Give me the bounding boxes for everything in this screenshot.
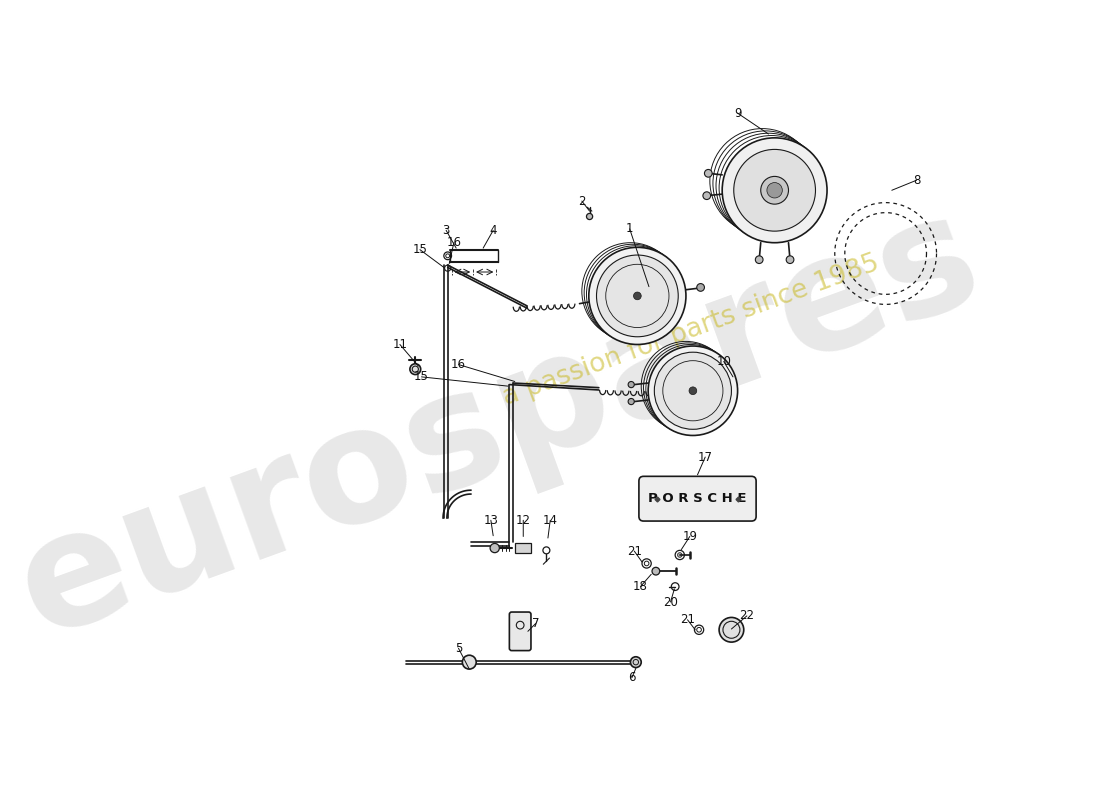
Text: 10: 10 — [716, 355, 732, 368]
Circle shape — [648, 346, 738, 435]
Circle shape — [596, 255, 679, 337]
Text: 21: 21 — [680, 614, 695, 626]
Text: 12: 12 — [516, 514, 531, 526]
Text: 16: 16 — [447, 236, 461, 250]
Text: 14: 14 — [542, 514, 558, 526]
Circle shape — [628, 382, 635, 388]
Circle shape — [491, 543, 499, 553]
Text: 15: 15 — [412, 243, 428, 256]
Circle shape — [767, 182, 782, 198]
Text: 17: 17 — [697, 450, 713, 463]
Circle shape — [734, 150, 815, 231]
Text: 11: 11 — [393, 338, 407, 351]
Text: 21: 21 — [627, 545, 641, 558]
Circle shape — [652, 567, 660, 575]
Circle shape — [696, 283, 704, 291]
Text: 9: 9 — [734, 106, 741, 120]
Circle shape — [586, 214, 593, 219]
Text: 2: 2 — [579, 194, 585, 207]
Text: 13: 13 — [483, 514, 498, 526]
Circle shape — [703, 192, 711, 199]
Text: P O R S C H E: P O R S C H E — [648, 492, 747, 505]
FancyBboxPatch shape — [639, 476, 756, 521]
Text: 6: 6 — [628, 671, 636, 684]
Text: 8: 8 — [913, 174, 921, 186]
Text: 15: 15 — [414, 370, 429, 383]
Text: 1: 1 — [626, 222, 634, 235]
Circle shape — [719, 618, 744, 642]
Circle shape — [756, 256, 763, 263]
FancyBboxPatch shape — [515, 543, 531, 553]
Circle shape — [786, 256, 794, 263]
Circle shape — [654, 352, 732, 430]
Circle shape — [723, 138, 827, 242]
Circle shape — [462, 655, 476, 669]
Circle shape — [634, 292, 641, 300]
Circle shape — [628, 398, 635, 405]
Text: 16: 16 — [451, 358, 466, 371]
Text: 19: 19 — [682, 530, 697, 543]
Circle shape — [588, 247, 686, 345]
Circle shape — [761, 176, 789, 204]
Text: 22: 22 — [739, 610, 755, 622]
Text: 4: 4 — [490, 224, 497, 237]
Text: 20: 20 — [663, 595, 678, 609]
Circle shape — [689, 387, 696, 394]
FancyBboxPatch shape — [509, 612, 531, 650]
Circle shape — [630, 657, 641, 667]
Circle shape — [410, 364, 420, 374]
Circle shape — [704, 170, 712, 177]
Text: 5: 5 — [454, 642, 462, 654]
Text: 18: 18 — [632, 580, 648, 593]
Text: 7: 7 — [531, 617, 539, 630]
Circle shape — [678, 553, 682, 558]
Text: eurospares: eurospares — [0, 178, 1000, 669]
Text: a passion for parts since 1985: a passion for parts since 1985 — [499, 250, 883, 411]
Text: 3: 3 — [442, 224, 450, 237]
